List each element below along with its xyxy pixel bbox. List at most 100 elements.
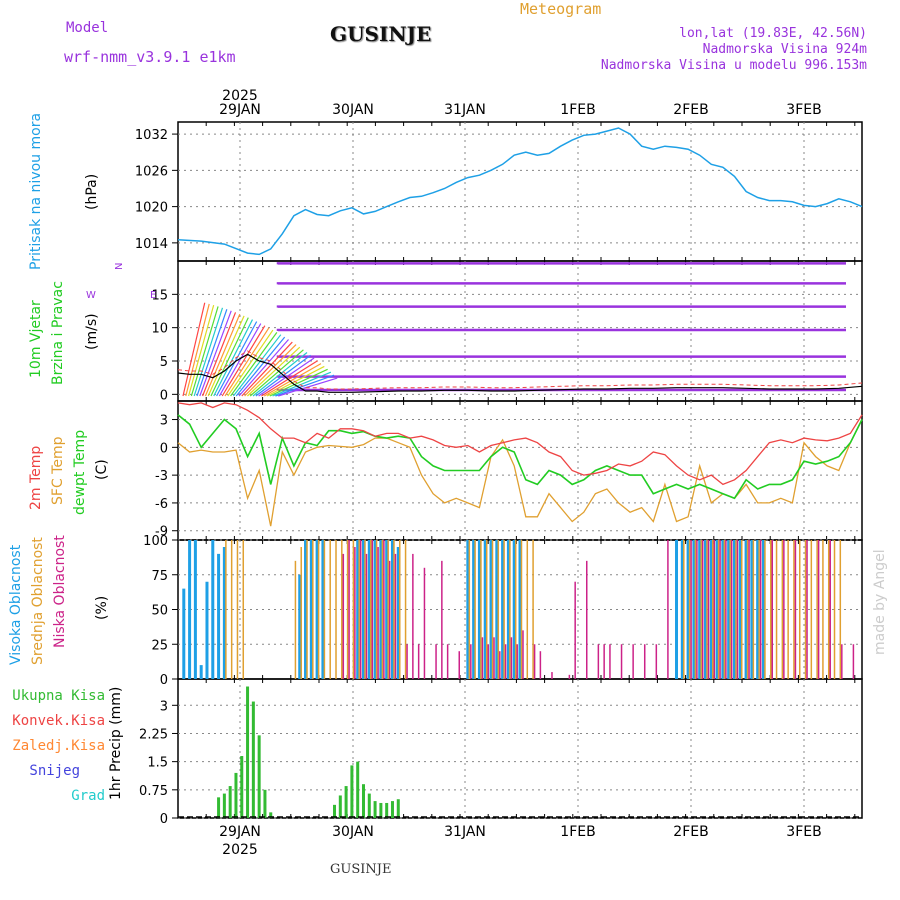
wind-arrow xyxy=(238,339,289,397)
precip-bar xyxy=(385,802,389,818)
wind-arrow xyxy=(202,312,237,397)
pressure-ytick-label: 1032 xyxy=(135,128,168,143)
pressure-ytick-label: 1026 xyxy=(135,164,168,179)
x-tick-top-label: 30JAN xyxy=(332,102,374,118)
temperature-ytick-label: -9 xyxy=(155,525,168,540)
wind-arrow xyxy=(244,344,297,397)
x-tick-top-label: 2FEB xyxy=(673,102,708,118)
wind-gust-line xyxy=(177,350,863,390)
wind-arrow xyxy=(241,341,293,397)
wind-ytick-label: 10 xyxy=(151,322,168,337)
temperature-ytick-label: 3 xyxy=(160,414,168,429)
wind-arrow xyxy=(266,365,325,397)
precip-ytick-label: 1.5 xyxy=(147,756,168,771)
wind-arrow xyxy=(278,377,338,397)
clouds-ytick-label: 100 xyxy=(143,534,168,549)
page-title: GUSINJE xyxy=(330,22,432,46)
wind-ytick-label: 15 xyxy=(151,288,168,303)
wind-barb-row xyxy=(276,375,846,378)
x-tick-bottom-label: 29JAN xyxy=(219,824,261,840)
model-name: wrf-nmm_v3.9.1 e1km xyxy=(64,48,236,66)
wind-arrow xyxy=(258,357,315,397)
x-top-year-label: 2025 xyxy=(222,88,258,104)
wind-arrow xyxy=(269,368,328,397)
wind-arrow xyxy=(196,309,228,397)
clouds-ytick-label: 75 xyxy=(151,569,168,584)
precip-bar xyxy=(228,786,232,818)
model-label: Model xyxy=(66,20,109,36)
precip-bar xyxy=(379,802,383,818)
sfc-temp-line xyxy=(177,419,863,527)
x-tick-bottom-label: 2FEB xyxy=(673,824,708,840)
model-elevation-label: Nadmorska Visina u modelu 996.153m xyxy=(600,58,867,73)
wind-arrow xyxy=(221,325,266,397)
compass-n: N xyxy=(114,263,125,270)
precip-bar xyxy=(361,784,365,818)
temperature-frame xyxy=(177,400,863,541)
wind-arrow xyxy=(193,307,224,397)
wind-arrow xyxy=(252,352,308,397)
wind-arrow xyxy=(204,313,241,397)
wind-barb-row xyxy=(276,262,846,265)
wind-arrow xyxy=(182,302,206,397)
x-tick-top-label: 29JAN xyxy=(219,102,261,118)
legend-hail: Grad xyxy=(71,788,105,804)
wind-arrow xyxy=(261,360,318,397)
temp2m-line xyxy=(177,402,863,486)
precip-bar xyxy=(356,761,360,818)
wind-arrow xyxy=(213,319,254,397)
wind-arrow xyxy=(188,304,215,397)
wind-arrow xyxy=(232,334,282,397)
precip-bar xyxy=(251,701,255,818)
pressure-ytick-label: 1020 xyxy=(135,201,168,216)
temperature-ytick-label: -3 xyxy=(155,469,168,484)
pressure-line xyxy=(177,127,863,256)
precip-bar xyxy=(240,756,244,818)
wind-barb-row xyxy=(276,282,846,285)
precip-ytick-label: 3 xyxy=(160,699,168,714)
precip-bar xyxy=(269,812,273,818)
elevation-label: Nadmorska Visina 924m xyxy=(702,42,867,57)
meteogram-label: Meteogram xyxy=(520,0,602,18)
footer-location: GUSINJE xyxy=(330,862,392,877)
wind-arrow xyxy=(190,306,219,397)
precip-bar xyxy=(373,801,377,818)
legend-convective-rain: Konvek.Kisa xyxy=(12,713,105,729)
wind-arrow xyxy=(210,317,249,397)
legend-total-rain: Ukupna Kisa xyxy=(12,688,105,704)
legend-freezing-rain: Zaledj.Kisa xyxy=(12,738,105,754)
wind-arrow xyxy=(230,331,278,397)
precip-bar xyxy=(217,797,221,818)
wind-arrow xyxy=(227,329,274,397)
x-tick-top-label: 31JAN xyxy=(444,102,486,118)
precip-bar xyxy=(222,793,226,818)
precip-bar xyxy=(390,801,394,818)
x-tick-bottom-label: 31JAN xyxy=(444,824,486,840)
compass-w: W xyxy=(86,290,96,301)
wind-barb-row xyxy=(276,305,846,308)
x-tick-top-label: 1FEB xyxy=(560,102,595,118)
x-tick-bottom-label: 30JAN xyxy=(332,824,374,840)
wind-barb-row xyxy=(276,355,846,358)
precip-bar xyxy=(344,786,348,818)
precip-bar xyxy=(396,799,400,818)
temperature-ytick-label: -6 xyxy=(155,497,168,512)
wind-arrow xyxy=(246,346,301,397)
precip-bar xyxy=(246,686,250,818)
clouds-ytick-label: 25 xyxy=(151,638,168,653)
wind-arrow xyxy=(216,321,258,397)
precip-ytick-label: 0.75 xyxy=(139,784,168,799)
wind-arrow xyxy=(224,327,270,397)
precip-frame xyxy=(177,678,863,819)
precip-bar xyxy=(338,795,342,818)
precip-ytick-label: 0 xyxy=(160,812,168,827)
wind-arrow xyxy=(235,336,286,397)
wind-arrow xyxy=(207,315,245,397)
wind-barb-row xyxy=(276,328,846,332)
precip-bar xyxy=(333,804,337,818)
wind-arrow xyxy=(249,349,304,397)
compass-e: E xyxy=(150,290,156,301)
precip-bar xyxy=(367,793,371,818)
lonlat-label: lon,lat (19.83E, 42.56N) xyxy=(679,26,867,41)
wind-ytick-label: 5 xyxy=(160,355,168,370)
